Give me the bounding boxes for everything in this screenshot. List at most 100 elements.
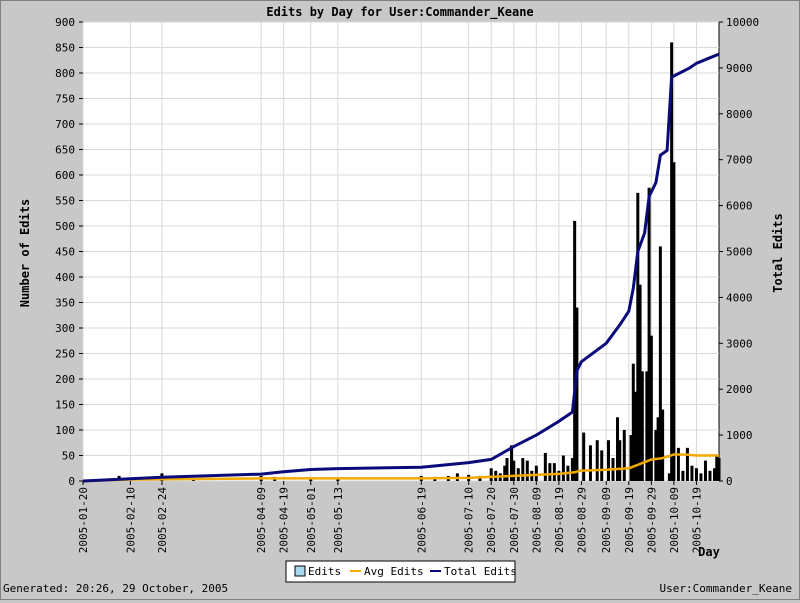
left-tick-label: 150 (55, 399, 75, 412)
edits-bar (595, 440, 599, 481)
edits-bar (703, 460, 707, 481)
right-tick-label: 10000 (726, 16, 759, 29)
left-axis-ticks: 0 50 100 150 200 250 300 350 400 450 500 550 600 650 7… (55, 16, 83, 488)
edits-bar (543, 452, 547, 481)
edits-bar (622, 430, 626, 481)
left-tick-label: 800 (55, 67, 75, 80)
right-tick-label: 0 (726, 475, 733, 488)
left-tick-label: 50 (62, 450, 75, 463)
edits-bar (649, 335, 653, 481)
left-tick-label: 850 (55, 42, 75, 55)
right-tick-label: 7000 (726, 154, 753, 167)
x-tick-label: 2005-02-24 (156, 487, 169, 554)
legend-label-edits: Edits (308, 565, 341, 578)
x-tick-label: 2005-09-09 (600, 487, 613, 553)
right-tick-label: 8000 (726, 108, 753, 121)
left-tick-label: 300 (55, 322, 75, 335)
edits-bar (582, 432, 586, 481)
right-axis-ticks: 0 1000 2000 3000 4000 5000 6000 7000 8000 9000 100… (719, 16, 759, 488)
edits-bar (670, 42, 674, 482)
edits-bar (631, 363, 635, 481)
x-tick-label: 2005-08-19 (553, 487, 566, 553)
edits-bar (699, 473, 703, 481)
edits-bar (640, 371, 644, 481)
x-tick-label: 2005-08-09 (530, 487, 543, 553)
edits-bar (489, 468, 493, 481)
left-tick-label: 200 (55, 373, 75, 386)
edits-bar (647, 187, 651, 481)
right-tick-label: 1000 (726, 429, 753, 442)
right-tick-label: 4000 (726, 291, 753, 304)
edits-bar (672, 162, 676, 481)
edits-bar (561, 455, 565, 481)
edits-bar (717, 458, 721, 481)
edits-bar (690, 465, 694, 481)
edits-bar (616, 417, 620, 481)
left-tick-label: 350 (55, 297, 75, 310)
edits-bar (712, 468, 716, 481)
edits-bar (658, 246, 662, 481)
left-tick-label: 900 (55, 16, 75, 29)
edits-bar (600, 450, 604, 481)
edits-bar (309, 478, 313, 481)
edits-bar (681, 470, 685, 481)
x-axis-label: Day (698, 545, 720, 559)
x-tick-label: 2005-10-09 (668, 487, 681, 553)
edits-bar (521, 458, 525, 481)
edits-bar (534, 465, 538, 481)
x-tick-label: 2005-08-29 (575, 487, 588, 553)
edits-bars (117, 42, 721, 482)
x-tick-label: 2005-07-30 (508, 487, 521, 553)
chart-title: Edits by Day for User:Commander_Keane (266, 5, 533, 20)
edits-bar (708, 470, 712, 481)
left-tick-label: 450 (55, 246, 75, 259)
right-tick-label: 2000 (726, 383, 753, 396)
series-lines (82, 52, 720, 483)
left-tick-label: 500 (55, 220, 75, 233)
x-tick-label: 2005-01-20 (77, 487, 90, 553)
left-tick-label: 700 (55, 118, 75, 131)
y-axis-right-label: Total Edits (771, 213, 785, 292)
x-tick-label: 2005-10-19 (690, 487, 703, 553)
right-tick-label: 9000 (726, 62, 753, 75)
left-tick-label: 650 (55, 144, 75, 157)
edits-bar (636, 192, 640, 481)
right-tick-label: 6000 (726, 200, 753, 213)
x-tick-label: 2005-04-09 (255, 487, 268, 553)
edits-bar (645, 371, 649, 481)
x-tick-label: 2005-02-10 (124, 487, 137, 553)
edits-bar (557, 470, 561, 481)
total-edits-line (82, 52, 720, 483)
edits-bar (661, 409, 665, 481)
legend-label-total-edits: Total Edits (444, 565, 517, 578)
edits-bar (552, 463, 556, 481)
edits-bar (575, 307, 579, 481)
edits-bar (715, 455, 719, 481)
left-tick-label: 100 (55, 424, 75, 437)
x-axis-ticks: 2005-01-20 2005-02-10 2005-02-24 2005-04-09… (77, 481, 703, 553)
edits-bar (638, 284, 642, 481)
edits-bar (525, 460, 529, 481)
left-tick-label: 400 (55, 271, 75, 284)
edits-bar (588, 445, 592, 481)
edits-bar (654, 430, 658, 481)
edits-bar (656, 417, 660, 481)
edits-bar (573, 220, 577, 481)
edits-bar (570, 458, 574, 481)
edits-bar (510, 445, 514, 481)
edits-bar (336, 478, 340, 481)
edits-bar (667, 473, 671, 481)
right-tick-label: 5000 (726, 246, 753, 259)
x-tick-label: 2005-07-10 (463, 487, 476, 553)
left-tick-label: 0 (68, 475, 75, 488)
x-tick-label: 2005-09-29 (645, 487, 658, 553)
x-tick-label: 2005-06-19 (415, 487, 428, 553)
x-tick-label: 2005-04-19 (278, 487, 291, 553)
left-tick-label: 250 (55, 348, 75, 361)
x-tick-label: 2005-07-20 (485, 487, 498, 553)
y-axis-left-label: Number of Edits (18, 199, 32, 307)
legend-box (285, 560, 516, 583)
legend-label-avg-edits: Avg Edits (364, 565, 424, 578)
